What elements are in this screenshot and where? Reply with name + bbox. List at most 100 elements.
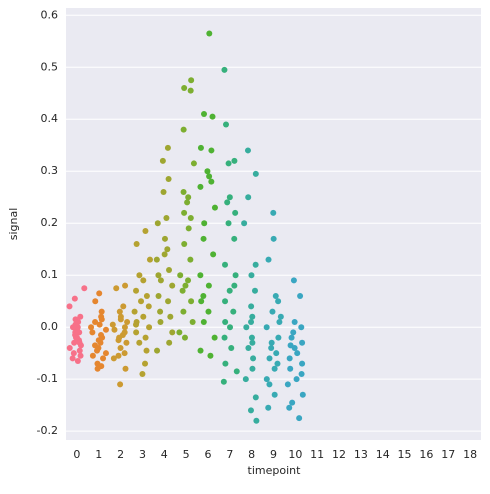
point (296, 415, 303, 422)
point (298, 370, 305, 377)
point (116, 308, 123, 315)
point (71, 339, 78, 346)
point (252, 394, 259, 401)
point (228, 344, 235, 351)
point (275, 334, 282, 341)
x-tick-label: 10 (288, 448, 302, 461)
point (165, 298, 172, 305)
point (220, 378, 227, 385)
point (268, 339, 275, 346)
point (268, 344, 275, 351)
point (291, 318, 298, 325)
x-tick-label: 14 (376, 448, 390, 461)
point (133, 287, 140, 294)
point (119, 331, 126, 338)
point (81, 285, 88, 292)
point (227, 324, 234, 331)
point (122, 365, 129, 372)
point (180, 189, 187, 196)
y-axis-label: signal (7, 208, 20, 241)
point (140, 277, 147, 284)
point (169, 329, 176, 336)
point (180, 126, 187, 133)
point (205, 282, 212, 289)
point (187, 87, 194, 94)
point (121, 350, 128, 357)
point (284, 381, 291, 388)
point (275, 298, 282, 305)
point (222, 318, 229, 325)
point (161, 251, 168, 258)
point (222, 298, 229, 305)
point (290, 329, 297, 336)
point (97, 339, 104, 346)
point (287, 365, 294, 372)
point (94, 347, 101, 354)
point (169, 282, 176, 289)
point (226, 194, 233, 201)
point (92, 318, 99, 325)
x-tick-label: 6 (204, 448, 211, 461)
point (189, 318, 196, 325)
point (111, 326, 118, 333)
point (120, 303, 127, 310)
y-tick-label: 0.3 (41, 164, 59, 177)
point (97, 331, 104, 338)
point (89, 329, 96, 336)
point (146, 256, 153, 263)
point (231, 282, 238, 289)
point (155, 272, 162, 279)
point (70, 350, 77, 357)
point (244, 147, 251, 154)
point (66, 303, 73, 310)
point (115, 352, 122, 359)
point (248, 334, 255, 341)
point (102, 350, 109, 357)
y-tick-label: -0.2 (37, 424, 58, 437)
point (74, 357, 81, 364)
point (273, 350, 280, 357)
point (274, 360, 281, 367)
point (208, 178, 215, 185)
point (98, 316, 105, 323)
point (102, 326, 109, 333)
point (201, 111, 208, 118)
point (122, 282, 129, 289)
point (270, 235, 277, 242)
point (225, 160, 232, 167)
point (160, 189, 167, 196)
point (248, 272, 255, 279)
point (180, 308, 187, 315)
point (200, 293, 207, 299)
point (139, 370, 146, 377)
point (185, 225, 192, 232)
point (226, 287, 233, 294)
point (69, 355, 76, 362)
point (197, 347, 204, 354)
point (209, 113, 216, 120)
point (176, 329, 183, 336)
point (299, 339, 306, 346)
y-tick-label: 0.2 (41, 216, 59, 229)
point (164, 144, 171, 151)
point (190, 160, 197, 167)
point (249, 365, 256, 372)
point (225, 220, 232, 227)
point (201, 220, 208, 227)
x-tick-label: 3 (139, 448, 146, 461)
point (177, 272, 184, 279)
point (245, 344, 252, 351)
y-tick-label: 0.4 (41, 112, 59, 125)
point (138, 298, 145, 305)
point (245, 194, 252, 201)
point (286, 404, 293, 411)
point (222, 360, 229, 367)
point (157, 318, 164, 325)
point (181, 209, 188, 216)
point (121, 324, 128, 331)
point (197, 144, 204, 151)
point (133, 329, 140, 336)
point (69, 324, 76, 331)
point (98, 308, 105, 315)
point (88, 324, 95, 331)
